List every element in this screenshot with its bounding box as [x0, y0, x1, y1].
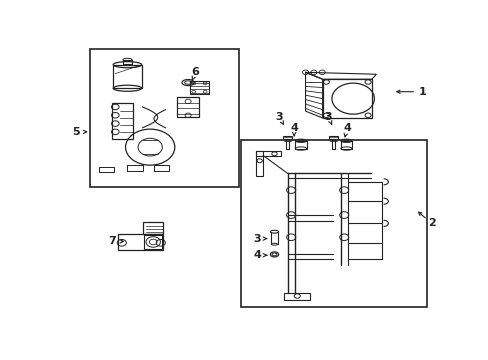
Bar [122, 60, 132, 64]
Text: 5: 5 [72, 127, 79, 137]
Bar [322, 79, 371, 118]
Text: 3: 3 [275, 112, 282, 122]
Bar [89, 49, 239, 187]
Bar [189, 81, 208, 94]
Text: 6: 6 [191, 67, 199, 77]
Bar [241, 140, 426, 307]
Bar [144, 235, 162, 249]
Text: 3: 3 [253, 234, 261, 244]
Text: 4: 4 [343, 123, 350, 133]
Text: 4: 4 [290, 123, 298, 133]
Text: 7: 7 [108, 237, 116, 246]
Text: 4: 4 [253, 250, 261, 260]
Bar [112, 103, 133, 139]
Bar [142, 222, 163, 234]
Text: 1: 1 [418, 87, 426, 97]
Bar [176, 97, 199, 117]
Text: 2: 2 [427, 219, 435, 228]
Text: 3: 3 [324, 112, 331, 122]
Bar [113, 65, 142, 88]
